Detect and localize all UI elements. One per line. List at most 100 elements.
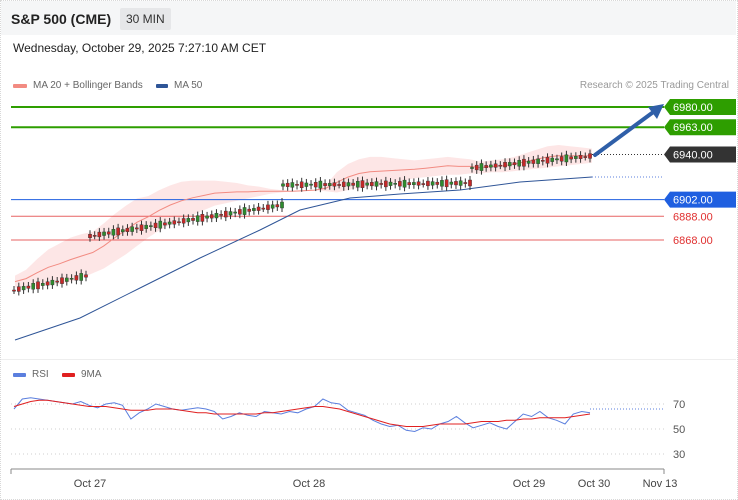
candle-body [484, 165, 488, 168]
candle-body [21, 286, 26, 291]
candle-body [177, 221, 181, 224]
candle-body [550, 157, 555, 162]
candle-body [588, 153, 592, 159]
candle-body [172, 220, 177, 225]
key-levels [11, 106, 664, 241]
candle-body [468, 179, 472, 187]
candle-body [102, 231, 106, 236]
ma9-label: 9MA [81, 369, 102, 380]
candle-body [17, 286, 21, 292]
candle-body [526, 160, 531, 164]
candle-body [374, 181, 379, 187]
ma20-label: MA 20 + Bollinger Bands [33, 80, 143, 91]
candle-body [295, 184, 299, 186]
ma50-label: MA 50 [174, 80, 203, 91]
candle-body [393, 182, 398, 185]
candle-body [384, 180, 388, 188]
candle-body [379, 183, 383, 185]
candle-body [578, 154, 583, 159]
level-label-6902.00: 6902.00 [673, 195, 713, 207]
rsi-tick-30: 30 [673, 449, 685, 461]
candle-body [252, 208, 256, 211]
target-arrow [593, 104, 664, 157]
legend-9ma: 9MA [62, 369, 102, 380]
candle-body [365, 182, 369, 186]
chart-header: S&P 500 (CME) 30 MIN [1, 1, 736, 35]
candle-body [458, 180, 463, 186]
candle-body [181, 218, 186, 224]
candle-body [149, 225, 153, 227]
candle-body [74, 275, 79, 281]
candle-body [512, 162, 517, 166]
chart-datetime: Wednesday, October 29, 2025 7:27:10 AM C… [13, 41, 267, 55]
candle-body [191, 217, 195, 221]
level-label-6963.00: 6963.00 [673, 122, 713, 134]
level-label-6940.00: 6940.00 [673, 150, 713, 162]
candle-body [256, 206, 261, 211]
candle-body [503, 162, 507, 168]
candle-body [522, 158, 526, 167]
candle-body [281, 183, 285, 187]
candle-body [351, 182, 355, 186]
candle-body [304, 182, 309, 187]
candle-body [332, 182, 337, 187]
level-tag-6902.00 [664, 191, 736, 208]
candle-body [569, 156, 573, 160]
time-axis-label: Oct 29 [513, 478, 545, 490]
candle-body [412, 182, 416, 185]
candle-body [79, 273, 83, 281]
candle-body [41, 283, 45, 286]
rsi-tick-70: 70 [673, 399, 685, 411]
candle-body [545, 157, 550, 164]
candle-body [26, 285, 31, 289]
level-labels: 6980.00 6963.00 6940.00 6902.00 6888.00 6868.… [664, 99, 736, 247]
candle-body [402, 179, 407, 188]
instrument-title: S&P 500 (CME) [11, 11, 112, 27]
candle-body [97, 231, 102, 238]
candle-body [440, 180, 444, 187]
candle-body [69, 278, 74, 280]
rsi-label: RSI [32, 369, 49, 380]
candle-body [158, 220, 163, 229]
target-arrow-shaft [593, 111, 654, 157]
candle-body [474, 164, 479, 171]
level-label-6868.00: 6868.00 [673, 235, 713, 247]
level-label-6980.00: 6980.00 [673, 102, 713, 114]
candle-body [341, 181, 346, 187]
candle-body [36, 281, 40, 290]
candle-body [449, 181, 454, 185]
timeframe-badge[interactable]: 30 MIN [120, 8, 171, 30]
candle-body [435, 181, 440, 185]
candle-body [50, 279, 55, 286]
candle-body [559, 156, 564, 162]
candle-body [370, 182, 374, 187]
candle-body [479, 163, 484, 171]
level-label-6888.00: 6888.00 [673, 211, 713, 223]
candle-body [167, 221, 172, 225]
candle-body [583, 156, 588, 158]
candle-body [531, 159, 536, 164]
candle-body [135, 227, 139, 230]
candle-body [470, 167, 474, 169]
rsi-panel: 70 50 30 [11, 397, 685, 461]
ma20-swatch [13, 83, 27, 88]
candle-body [214, 212, 219, 219]
candle-body [285, 182, 290, 187]
ma50-swatch [156, 83, 168, 88]
candle-body [139, 224, 144, 231]
candle-body [360, 180, 365, 188]
candle-body [454, 181, 458, 186]
candle-body [536, 158, 540, 164]
candle-body [219, 214, 223, 216]
candle-body [309, 183, 313, 186]
level-tag-6980.00 [664, 99, 736, 115]
time-axis: Oct 27 Oct 28 Oct 29 Oct 30 Nov 13 [10, 468, 677, 490]
time-axis-label: Oct 30 [578, 478, 610, 490]
candle-body [120, 229, 125, 233]
candle-body [426, 180, 430, 187]
research-credit: Research © 2025 Trading Central [579, 80, 729, 91]
level-tag-6963.00 [664, 119, 736, 136]
candle-body [407, 182, 412, 186]
candle-body [163, 222, 167, 226]
